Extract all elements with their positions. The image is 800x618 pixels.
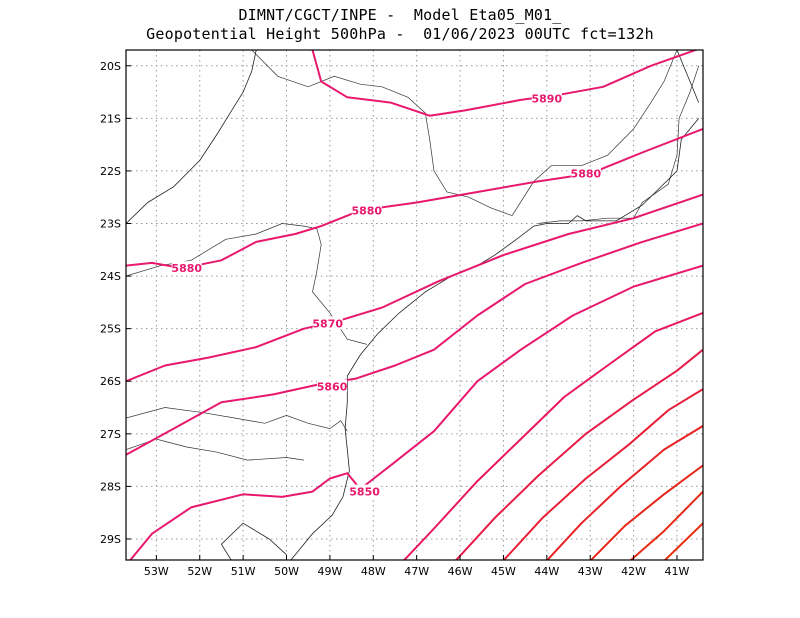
contour-line <box>311 50 699 117</box>
contour-line <box>126 193 703 383</box>
lat-tick-label: 26S <box>100 375 121 388</box>
contour-label-bg <box>531 91 562 105</box>
plot-frame <box>125 49 704 561</box>
contour-line <box>402 311 703 560</box>
lon-tick-label: 42W <box>621 565 646 578</box>
state-border <box>538 65 700 224</box>
coastline <box>290 118 700 560</box>
contour-label-bg <box>312 316 343 330</box>
contour-label: 5870 <box>312 317 343 330</box>
coastline <box>676 50 700 103</box>
lon-tick-label: 43W <box>578 565 603 578</box>
contour-label-bg <box>570 166 601 180</box>
contour-line <box>629 490 703 560</box>
contour-label: 5850 <box>349 486 380 499</box>
grid <box>126 50 703 560</box>
lon-tick-label: 44W <box>534 565 559 578</box>
contour-label-bg <box>317 379 348 393</box>
contour-line <box>589 464 703 560</box>
lat-tick-label: 27S <box>100 428 121 441</box>
contour-label: 5880 <box>351 204 382 217</box>
lat-tick-label: 23S <box>100 218 121 231</box>
height-contours <box>126 50 703 560</box>
lon-tick-label: 45W <box>491 565 516 578</box>
contour-line <box>126 222 703 456</box>
contour-line <box>663 522 703 560</box>
lon-tick-label: 48W <box>361 565 386 578</box>
state-border <box>251 50 513 216</box>
contour-line <box>129 264 703 560</box>
state-border <box>511 50 678 216</box>
lat-tick-label: 25S <box>100 323 121 336</box>
axis-ticks: 53W 52W 51W 50W 49W 48W 47W 46W 45W 44W 43W 42W 41W 2… <box>100 60 690 578</box>
lon-tick-label: 46W <box>448 565 473 578</box>
state-border <box>126 223 367 345</box>
lon-tick-label: 50W <box>274 565 299 578</box>
lon-tick-label: 52W <box>187 565 212 578</box>
state-border <box>126 438 304 461</box>
coastline <box>126 50 257 224</box>
lon-tick-label: 47W <box>404 565 429 578</box>
contour-label: 5860 <box>317 380 348 393</box>
chart-title-line-2: Geopotential Height 500hPa - 01/06/2023 … <box>146 25 654 43</box>
lon-tick-label: 49W <box>317 565 342 578</box>
lat-tick-label: 28S <box>100 480 121 493</box>
lat-tick-label: 20S <box>100 60 121 73</box>
lat-tick-label: 24S <box>100 270 121 283</box>
state-borders <box>126 50 700 560</box>
contour-line <box>546 425 703 560</box>
coastline <box>220 522 287 560</box>
contour-label: 5880 <box>571 168 602 181</box>
lat-tick-label: 21S <box>100 112 121 125</box>
lon-tick-label: 51W <box>231 565 256 578</box>
lon-tick-label: 41W <box>665 565 690 578</box>
lat-tick-label: 22S <box>100 165 121 178</box>
contour-label-bg <box>349 484 380 498</box>
contour-label: 5880 <box>171 262 202 275</box>
chart-title-line-1: DIMNT/CGCT/INPE - Model Eta05_M01_ <box>238 6 562 24</box>
contour-label: 5890 <box>532 92 563 105</box>
contour-line <box>502 388 703 560</box>
contour-label-bg <box>351 203 382 217</box>
lat-tick-label: 29S <box>100 533 121 546</box>
contour-label-bg <box>171 261 202 275</box>
contour-labels: 5890 5880 5880 5880 5870 5860 5850 <box>171 91 602 499</box>
lon-tick-label: 53W <box>144 565 169 578</box>
contour-line <box>454 348 703 560</box>
state-border <box>126 407 348 432</box>
